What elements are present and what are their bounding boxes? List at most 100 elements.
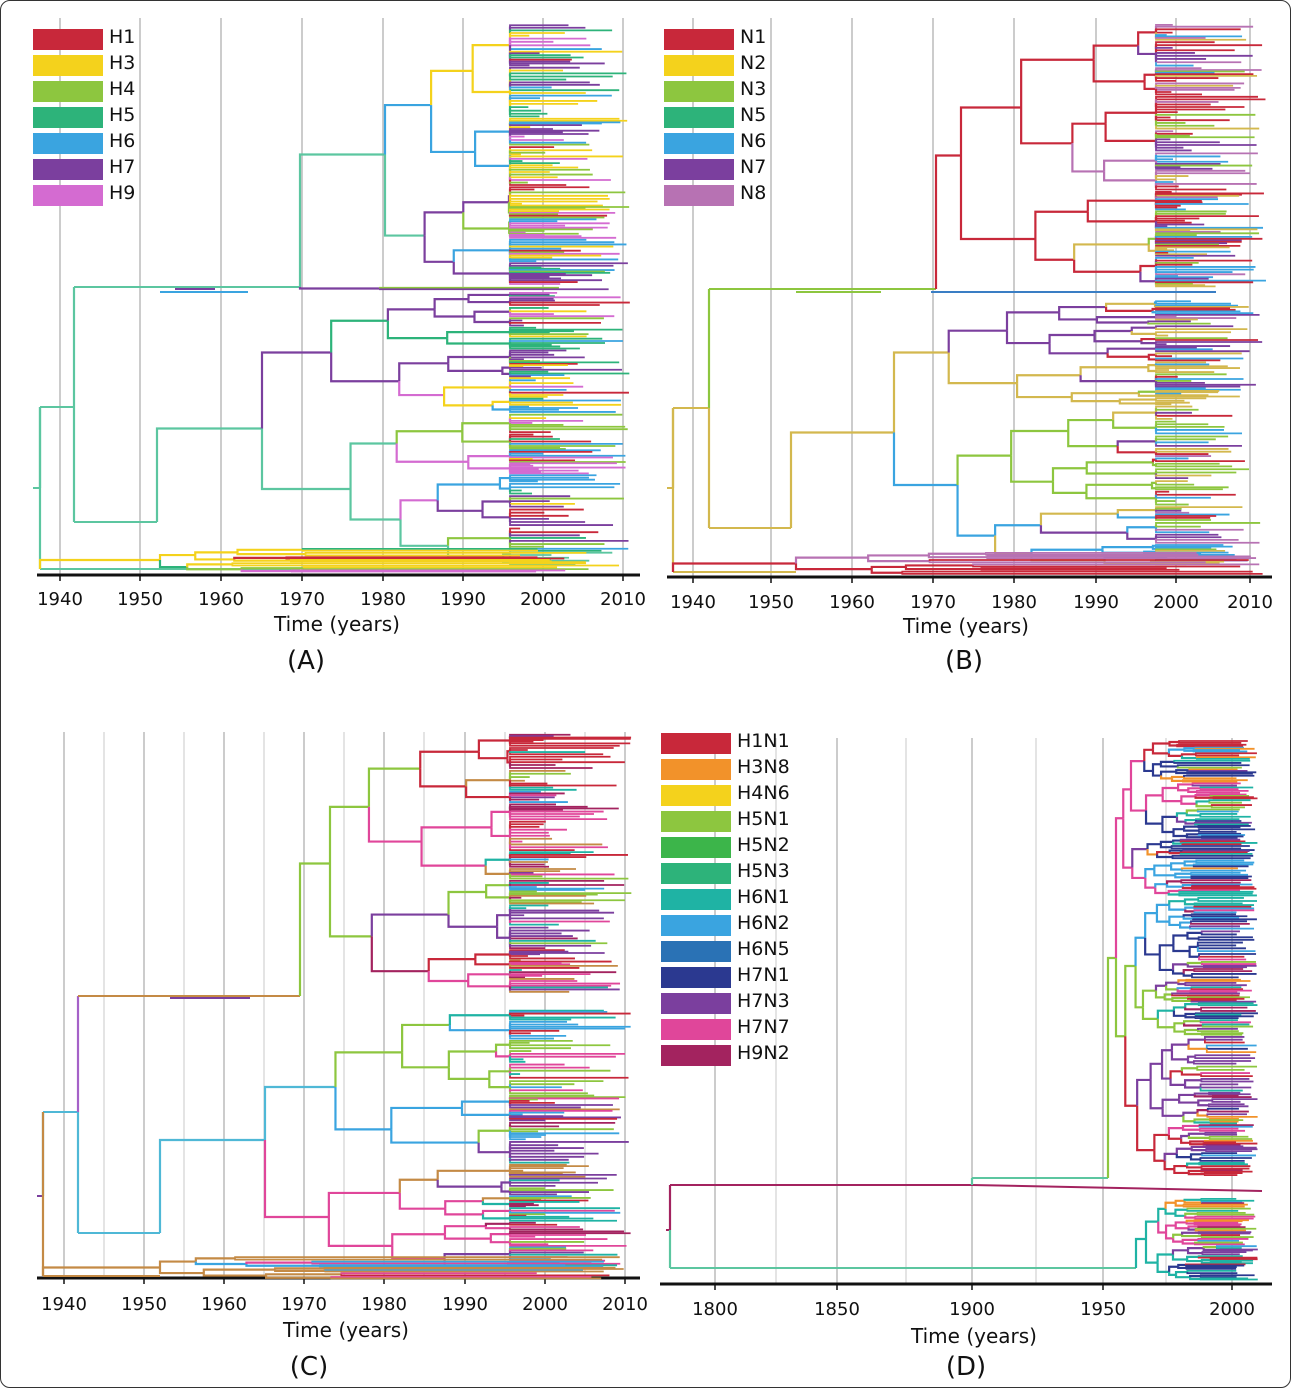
tree-tip: [509, 319, 523, 322]
legend-swatch: [33, 107, 103, 128]
tree-branch: [1051, 467, 1087, 482]
tree-tip: [1155, 230, 1221, 233]
tree-tip: [509, 1111, 565, 1114]
tree-tip: [509, 40, 554, 43]
tree-branch: [1186, 1166, 1202, 1169]
tree-tip: [509, 270, 605, 273]
tree-tip: [1205, 1048, 1257, 1054]
tree-branch: [934, 154, 961, 289]
tree-branch: [490, 827, 510, 838]
tree-tip: [509, 444, 616, 447]
tree-tip: [509, 293, 550, 296]
tree-tip: [1197, 1226, 1246, 1229]
tree-branch: [1186, 1255, 1199, 1260]
tree-branch: [1034, 210, 1088, 240]
tree-branch: [1153, 864, 1172, 870]
legend-label: H6N1: [737, 886, 790, 908]
tree-branch: [971, 1184, 1263, 1192]
tree-branch: [959, 106, 1022, 156]
tree-tip: [509, 1199, 589, 1202]
tree-tip: [1182, 850, 1250, 853]
tree-tip: [1194, 1243, 1245, 1246]
tree-branch: [471, 44, 510, 71]
tree-tip: [509, 1014, 525, 1017]
tree-branch: [1168, 743, 1178, 747]
tree-branch: [155, 427, 262, 522]
tree-tip: [1155, 317, 1237, 319]
tree-tip: [509, 990, 570, 993]
tree-tip: [509, 454, 626, 457]
tree-branch: [263, 1140, 329, 1219]
tree-tip: [509, 944, 592, 947]
tree-branch: [1175, 816, 1186, 823]
tree-branch: [1161, 823, 1174, 834]
tree-tip: [509, 1130, 539, 1133]
tree-branch: [1163, 993, 1173, 998]
tree-tip: [1155, 315, 1176, 318]
tree-tip: [1155, 522, 1261, 525]
tree-tip: [509, 403, 622, 406]
tree-tip: [1155, 154, 1221, 158]
tree-branch: [1058, 312, 1097, 321]
tree-branch: [1184, 906, 1195, 910]
tree-tip: [1200, 1165, 1251, 1168]
tree-tip: [1209, 1259, 1254, 1262]
legend-swatch: [661, 1045, 731, 1066]
tree-tip: [509, 485, 615, 489]
tree-branch: [202, 1268, 276, 1274]
tree-tip: [1196, 808, 1240, 811]
tree-tip: [509, 542, 605, 545]
tree-tip: [509, 1191, 590, 1194]
tree-tip: [1155, 24, 1173, 26]
legend-label: H3: [109, 52, 136, 74]
tree-branch: [1164, 1224, 1176, 1233]
tree-tip: [1201, 1253, 1240, 1256]
tree-branch: [391, 1245, 445, 1260]
tree-branch: [370, 936, 429, 973]
tree-branch: [1144, 912, 1157, 938]
tree-tip: [1194, 1229, 1246, 1232]
tree-tip: [1195, 752, 1257, 755]
tree-tip: [1155, 208, 1186, 211]
tree-tip: [509, 776, 530, 779]
tree-tip: [1155, 91, 1172, 94]
tree-tip: [1155, 172, 1250, 175]
tree-branch: [1114, 958, 1126, 1038]
tree-tip: [1170, 847, 1242, 850]
tree-tip: [1155, 354, 1173, 358]
tree-branch: [498, 476, 510, 485]
tree-tip: [1155, 333, 1169, 337]
tree-tip: [1182, 1203, 1248, 1206]
tree-branch: [1134, 936, 1146, 966]
tree-tip: [509, 135, 525, 139]
tree-branch: [1122, 788, 1131, 819]
tree-tip: [1155, 500, 1176, 503]
tree-branch: [1168, 1265, 1179, 1272]
tree-tip: [509, 277, 562, 280]
tree-tip: [1155, 448, 1229, 451]
tree-branch: [1085, 483, 1153, 493]
tree-tip: [509, 974, 543, 977]
tree-tip: [509, 1149, 555, 1152]
legend-label: H7N3: [737, 990, 790, 1012]
tree-tip: [509, 846, 608, 849]
tree-tip: [1180, 867, 1238, 870]
tree-branch: [1172, 1010, 1186, 1017]
tree-branch: [1185, 835, 1203, 839]
tree-tip: [509, 1179, 560, 1182]
tree-branch: [1143, 73, 1156, 82]
tree-branch: [1180, 1231, 1199, 1235]
tree-tip: [1200, 961, 1256, 963]
tree-tip: [509, 1023, 579, 1026]
tree-branch: [398, 1178, 438, 1193]
tree-tip: [509, 495, 571, 498]
tree-tip: [509, 469, 579, 472]
tree-branch: [1150, 484, 1156, 490]
tree-branch: [423, 211, 464, 236]
tree-branch: [1161, 786, 1179, 796]
tree-tip: [986, 555, 1251, 558]
tree-branch: [1177, 979, 1187, 983]
tree-tip: [1155, 175, 1189, 178]
tree-branch: [370, 913, 449, 937]
tree-tip: [1180, 881, 1241, 884]
